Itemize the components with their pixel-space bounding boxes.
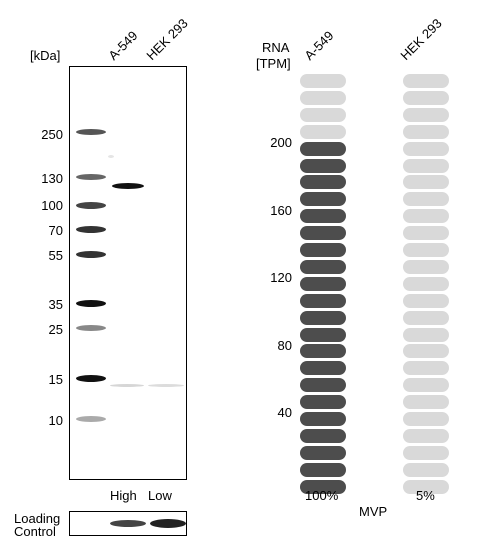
rna-a549-segment-24 bbox=[300, 90, 346, 105]
rna-hek293-segment-4 bbox=[403, 428, 449, 443]
rna-hek293-segment-7 bbox=[403, 378, 449, 393]
load-label-high: High bbox=[110, 488, 137, 503]
loading-control-panel bbox=[69, 511, 187, 536]
rna-hek293-segment-24 bbox=[403, 90, 449, 105]
ladder-band-55 bbox=[76, 251, 106, 258]
load-label-low: Low bbox=[148, 488, 172, 503]
rna-a549-segment-11 bbox=[300, 310, 346, 325]
rna-a549-segment-2 bbox=[300, 462, 346, 477]
rna-percentage-hek293: 5% bbox=[416, 488, 435, 503]
rna-hek293-segment-6 bbox=[403, 395, 449, 410]
rna-a549-segment-21 bbox=[300, 141, 346, 156]
rna-a549-segment-7 bbox=[300, 378, 346, 393]
rna-tick-200: 200 bbox=[270, 135, 292, 150]
rna-a549-segment-19 bbox=[300, 175, 346, 190]
rna-a549-segment-3 bbox=[300, 445, 346, 460]
rna-gene-name: MVP bbox=[359, 504, 388, 519]
marker-label-35: 35 bbox=[48, 297, 63, 312]
rna-a549-segment-8 bbox=[300, 361, 346, 376]
blot-lane-label-a549: A-549 bbox=[105, 27, 141, 63]
loading-control-band-hek293 bbox=[150, 519, 186, 528]
rna-hek293-segment-22 bbox=[403, 124, 449, 139]
rna-hek293-segment-13 bbox=[403, 276, 449, 291]
rna-hek293-segment-10 bbox=[403, 327, 449, 342]
ladder-band-250 bbox=[76, 129, 106, 135]
blot-lane-label-hek293: HEK 293 bbox=[143, 15, 191, 64]
rna-a549-segment-12 bbox=[300, 293, 346, 308]
rna-a549-segment-13 bbox=[300, 276, 346, 291]
marker-label-70: 70 bbox=[48, 223, 63, 238]
rna-a549-segment-25 bbox=[300, 74, 346, 88]
marker-label-55: 55 bbox=[48, 248, 63, 263]
rna-a549-segment-15 bbox=[300, 243, 346, 257]
rna-hek293-segment-9 bbox=[403, 344, 449, 359]
rna-a549-segment-5 bbox=[300, 412, 346, 426]
rna-column-label-hek293: HEK 293 bbox=[397, 15, 445, 64]
rna-a549-segment-6 bbox=[300, 395, 346, 410]
rna-hek293-segment-5 bbox=[403, 412, 449, 426]
rna-header-line2: [TPM] bbox=[256, 56, 291, 71]
ladder-band-25 bbox=[76, 325, 106, 331]
rna-column-label-a549: A-549 bbox=[301, 27, 337, 63]
ladder-band-130 bbox=[76, 174, 106, 180]
marker-label-10: 10 bbox=[48, 413, 63, 428]
rna-hek293-segment-2 bbox=[403, 462, 449, 477]
a549-faint-band bbox=[110, 384, 144, 387]
rna-hek293-segment-18 bbox=[403, 192, 449, 207]
ladder-band-70 bbox=[76, 226, 106, 233]
hek293-faint-band bbox=[148, 384, 184, 387]
rna-a549-segment-16 bbox=[300, 226, 346, 241]
rna-a549-segment-4 bbox=[300, 428, 346, 443]
loading-control-band-a549 bbox=[110, 520, 146, 527]
kda-unit-label: [kDa] bbox=[30, 48, 61, 63]
rna-a549-segment-20 bbox=[300, 158, 346, 173]
rna-hek293-segment-12 bbox=[403, 293, 449, 308]
ladder-band-100 bbox=[76, 202, 106, 209]
rna-hek293-segment-20 bbox=[403, 158, 449, 173]
marker-label-250: 250 bbox=[41, 127, 63, 142]
marker-label-100: 100 bbox=[41, 198, 63, 213]
rna-hek293-segment-25 bbox=[403, 74, 449, 88]
rna-hek293-segment-16 bbox=[403, 226, 449, 241]
western-blot-panel bbox=[69, 66, 187, 480]
rna-a549-segment-18 bbox=[300, 192, 346, 207]
rna-hek293-segment-14 bbox=[403, 259, 449, 274]
marker-label-25: 25 bbox=[48, 322, 63, 337]
rna-hek293-segment-21 bbox=[403, 141, 449, 156]
rna-a549-segment-10 bbox=[300, 327, 346, 342]
rna-hek293-segment-23 bbox=[403, 107, 449, 122]
rna-a549-segment-14 bbox=[300, 259, 346, 274]
rna-tick-80: 80 bbox=[277, 338, 292, 353]
ladder-band-15 bbox=[76, 375, 106, 382]
rna-hek293-segment-8 bbox=[403, 361, 449, 376]
rna-a549-segment-9 bbox=[300, 344, 346, 359]
a549-smudge bbox=[108, 155, 114, 158]
marker-label-15: 15 bbox=[48, 372, 63, 387]
rna-a549-segment-17 bbox=[300, 209, 346, 224]
loading-control-label-line1: Loading bbox=[14, 511, 61, 526]
rna-hek293-segment-1 bbox=[403, 479, 449, 494]
rna-hek293-segment-17 bbox=[403, 209, 449, 224]
marker-label-130: 130 bbox=[41, 171, 63, 186]
ladder-band-35 bbox=[76, 300, 106, 307]
rna-header-line1: RNA bbox=[262, 40, 290, 55]
rna-a549-segment-23 bbox=[300, 107, 346, 122]
rna-hek293-segment-15 bbox=[403, 243, 449, 257]
loading-control-label-line2: Control bbox=[14, 524, 56, 539]
a549-protein-band bbox=[112, 183, 144, 189]
rna-hek293-segment-19 bbox=[403, 175, 449, 190]
rna-tick-160: 160 bbox=[270, 203, 292, 218]
rna-hek293-segment-3 bbox=[403, 445, 449, 460]
rna-a549-segment-22 bbox=[300, 124, 346, 139]
rna-a549-segment-1 bbox=[300, 479, 346, 494]
rna-hek293-segment-11 bbox=[403, 310, 449, 325]
rna-tick-40: 40 bbox=[277, 405, 292, 420]
rna-percentage-a549: 100% bbox=[305, 488, 339, 503]
rna-tick-120: 120 bbox=[270, 270, 292, 285]
ladder-band-10 bbox=[76, 416, 106, 422]
